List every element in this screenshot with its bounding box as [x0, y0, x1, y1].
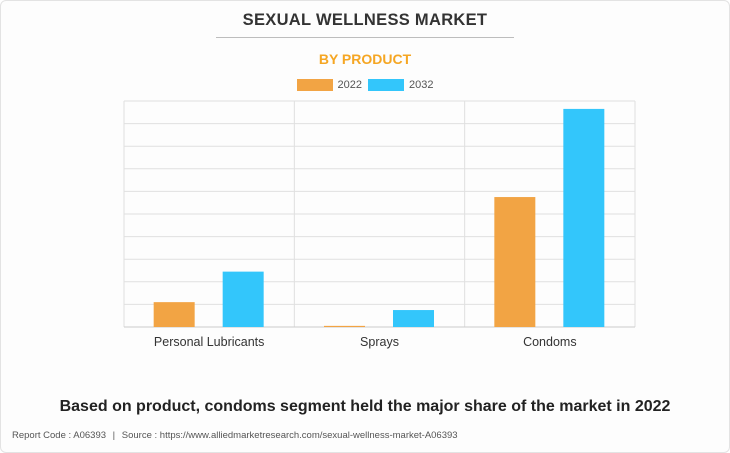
x-tick-label-sprays: Sprays: [360, 335, 399, 349]
legend-item-2032: 2032: [368, 79, 433, 91]
bar-condoms-2032: [563, 108, 605, 327]
x-tick-label-personal-lubricants: Personal Lubricants: [154, 335, 264, 349]
legend-swatch-2022: [296, 79, 333, 91]
report-code: Report Code : A06393: [12, 430, 107, 441]
legend: 2022 2032: [0, 79, 730, 91]
footer-separator: |: [112, 430, 116, 441]
source-link[interactable]: Source : https://www.alliedmarketresearc…: [121, 430, 458, 441]
footer: Report Code : A06393 | Source : https://…: [12, 430, 458, 441]
bar-sprays-2022: [324, 325, 365, 327]
bar-chart: Personal Lubricants Sprays Condoms: [123, 100, 636, 349]
x-tick-label-condoms: Condoms: [523, 335, 577, 349]
chart-title: SEXUAL WELLNESS MARKET: [242, 11, 488, 29]
bar-personal-lubricants-2022: [153, 302, 195, 327]
legend-swatch-2032: [368, 79, 404, 91]
legend-item-2022: 2022: [296, 79, 362, 91]
legend-label-2032: 2032: [409, 79, 434, 91]
title-divider: [216, 37, 514, 38]
chart-subtitle: BY PRODUCT: [318, 51, 412, 67]
bar-sprays-2032: [393, 310, 434, 327]
chart-headline: Based on product, condoms segment held t…: [59, 398, 671, 415]
bar-personal-lubricants-2032: [222, 271, 264, 327]
legend-label-2022: 2022: [337, 79, 362, 91]
bar-condoms-2022: [494, 197, 536, 327]
